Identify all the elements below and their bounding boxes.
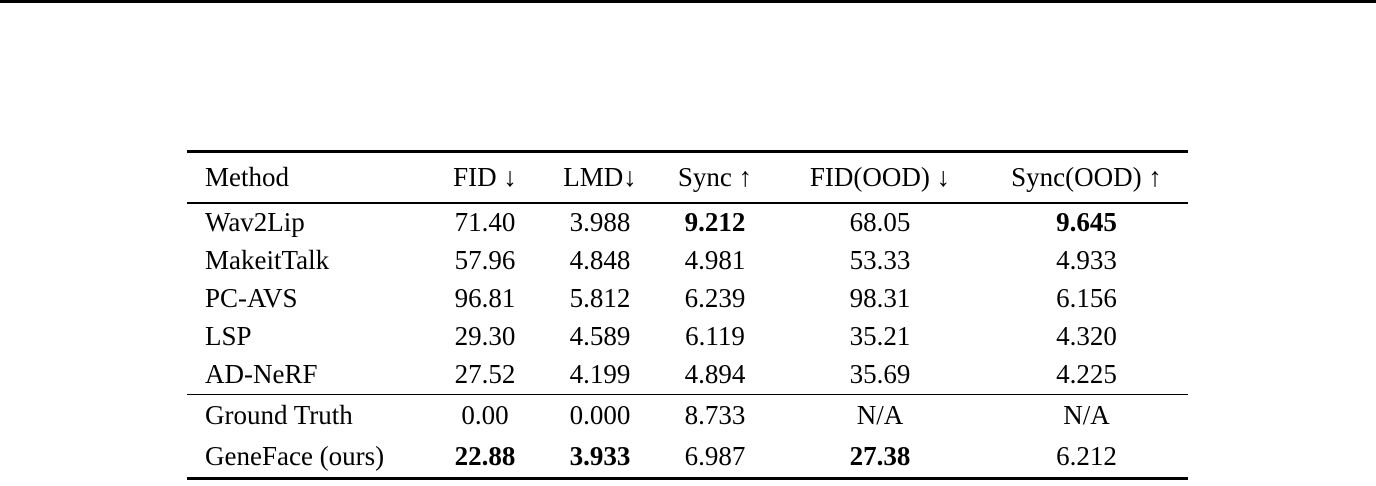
table-row: MakeitTalk 57.96 4.848 4.981 53.33 4.933 bbox=[187, 242, 1188, 280]
value-cell: 27.38 bbox=[849, 441, 911, 471]
value-cell: N/A bbox=[1063, 400, 1110, 430]
value-cell: 35.21 bbox=[849, 321, 911, 351]
table-body: Wav2Lip 71.40 3.988 9.212 68.05 9.645 MakeitTa… bbox=[187, 204, 1188, 478]
value-cell: 27.52 bbox=[454, 359, 516, 389]
value-cell: 0.00 bbox=[461, 400, 509, 430]
table-row: Ground Truth 0.00 0.000 8.733 N/A N/A bbox=[187, 395, 1188, 436]
column-header-method: Method bbox=[205, 162, 289, 192]
value-cell: 53.33 bbox=[849, 245, 911, 275]
table-row: GeneFace (ours) 22.88 3.933 6.987 27.38 6.212 bbox=[187, 436, 1188, 477]
table-header-rule bbox=[187, 202, 1188, 204]
value-cell: 9.645 bbox=[1056, 207, 1117, 237]
value-cell: 8.733 bbox=[684, 400, 746, 430]
value-cell: 4.894 bbox=[684, 359, 746, 389]
method-cell: GeneFace (ours) bbox=[205, 441, 385, 471]
table-group-0: Wav2Lip 71.40 3.988 9.212 68.05 9.645 MakeitTa… bbox=[187, 204, 1188, 394]
table-row: Wav2Lip 71.40 3.988 9.212 68.05 9.645 bbox=[187, 204, 1188, 242]
value-cell: N/A bbox=[856, 400, 904, 430]
value-cell: 57.96 bbox=[454, 245, 516, 275]
column-header-sync-ood: Sync(OOD) ↑ bbox=[1011, 162, 1162, 192]
table-mid-rule bbox=[187, 393, 1188, 395]
value-cell: 5.812 bbox=[569, 283, 631, 313]
method-cell: MakeitTalk bbox=[205, 245, 330, 275]
value-cell: 3.933 bbox=[569, 441, 631, 471]
value-cell: 3.988 bbox=[569, 207, 631, 237]
value-cell: 4.981 bbox=[684, 245, 746, 275]
value-cell: 4.225 bbox=[1056, 359, 1117, 389]
value-cell: 22.88 bbox=[454, 441, 516, 471]
table-group-1: Ground Truth 0.00 0.000 8.733 N/A N/A GeneFace… bbox=[187, 395, 1188, 477]
method-cell: AD-NeRF bbox=[205, 359, 318, 389]
column-header-fid-ood: FID(OOD) ↓ bbox=[809, 162, 951, 192]
table-header-row: Method FID ↓ LMD↓ Sync ↑ FID(OOD) ↓ Sync… bbox=[187, 153, 1188, 202]
column-header-fid: FID ↓ bbox=[453, 162, 517, 192]
page-top-rule bbox=[0, 0, 1376, 3]
table-row: LSP 29.30 4.589 6.119 35.21 4.320 bbox=[187, 318, 1188, 356]
value-cell: 6.156 bbox=[1056, 283, 1117, 313]
table-row: AD-NeRF 27.52 4.199 4.894 35.69 4.225 bbox=[187, 356, 1188, 394]
table-top-rule bbox=[187, 150, 1188, 153]
value-cell: 35.69 bbox=[849, 359, 911, 389]
method-cell: Ground Truth bbox=[205, 400, 353, 430]
value-cell: 4.589 bbox=[569, 321, 631, 351]
column-header-sync: Sync ↑ bbox=[677, 162, 753, 192]
column-header-lmd: LMD↓ bbox=[563, 162, 637, 192]
method-cell: PC-AVS bbox=[205, 283, 298, 313]
value-cell: 98.31 bbox=[849, 283, 911, 313]
table-bottom-rule bbox=[187, 477, 1188, 480]
value-cell: 4.199 bbox=[569, 359, 631, 389]
table-row: PC-AVS 96.81 5.812 6.239 98.31 6.156 bbox=[187, 280, 1188, 318]
value-cell: 4.848 bbox=[569, 245, 631, 275]
method-cell: LSP bbox=[205, 321, 252, 351]
value-cell: 29.30 bbox=[454, 321, 516, 351]
value-cell: 6.119 bbox=[685, 321, 745, 351]
value-cell: 6.239 bbox=[684, 283, 746, 313]
results-table: Method FID ↓ LMD↓ Sync ↑ FID(OOD) ↓ Sync… bbox=[187, 150, 1188, 480]
value-cell: 71.40 bbox=[454, 207, 516, 237]
method-cell: Wav2Lip bbox=[205, 207, 305, 237]
value-cell: 9.212 bbox=[684, 207, 746, 237]
value-cell: 4.933 bbox=[1056, 245, 1117, 275]
value-cell: 6.212 bbox=[1056, 441, 1117, 471]
value-cell: 96.81 bbox=[454, 283, 516, 313]
value-cell: 68.05 bbox=[849, 207, 911, 237]
value-cell: 0.000 bbox=[569, 400, 631, 430]
value-cell: 4.320 bbox=[1056, 321, 1117, 351]
value-cell: 6.987 bbox=[684, 441, 746, 471]
